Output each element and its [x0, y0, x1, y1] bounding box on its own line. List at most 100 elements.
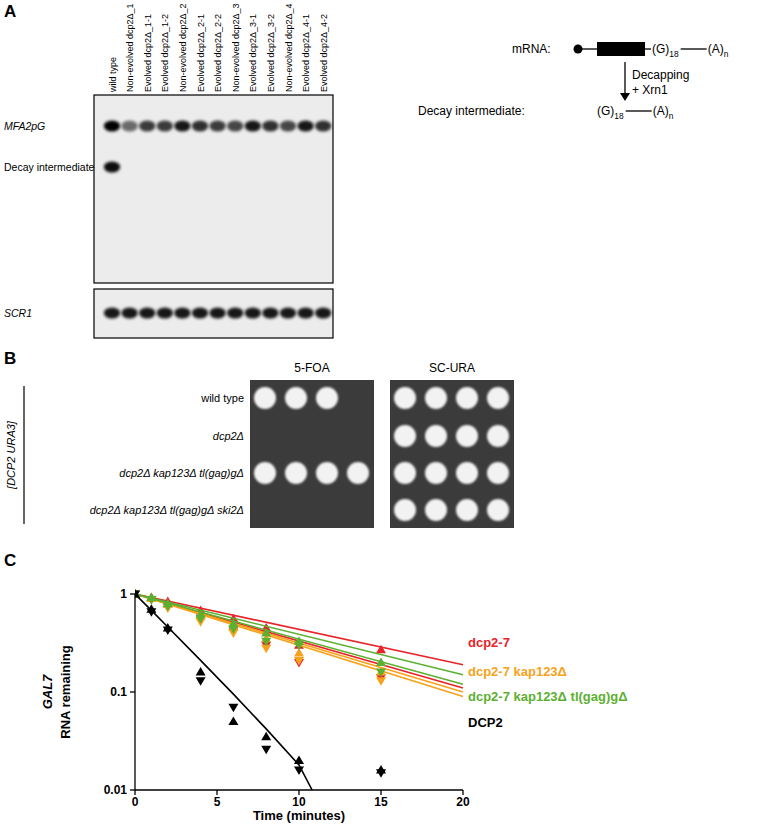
colony-spot [456, 387, 478, 409]
data-point [376, 668, 386, 677]
band [174, 121, 190, 132]
data-point [261, 628, 271, 637]
data-point [228, 625, 238, 634]
lane-label: Evolved dcp2Δ_4-1 [301, 14, 311, 92]
scheme-label: Decay intermediate: [418, 104, 525, 118]
band [139, 121, 155, 132]
data-point [294, 642, 304, 651]
data-point [135, 591, 140, 600]
label-base: (A) [653, 104, 669, 118]
fit-line [135, 594, 463, 688]
lane-label: Evolved dcp2Δ_2-2 [213, 14, 223, 92]
scheme-label: mRNA: [512, 42, 551, 56]
fit-line [135, 594, 312, 790]
data-point [294, 657, 304, 666]
y-tick-label: 1 [120, 587, 127, 601]
data-point [163, 626, 173, 635]
data-point [376, 677, 386, 686]
x-tick-label: 15 [374, 795, 388, 809]
utr [681, 48, 707, 49]
panel-label: C [4, 551, 16, 570]
band [139, 308, 155, 319]
strain-label: dcp2Δ kap123Δ tl(gag)gΔ [119, 467, 244, 479]
subscript-label: (G)18 [652, 42, 679, 59]
lane-label: Evolved dcp2Δ_2-1 [196, 14, 206, 92]
band [297, 308, 313, 319]
lane-label: Non-evolved dcp2Δ_2 [178, 3, 188, 92]
colony-spot [254, 462, 276, 484]
band [192, 121, 208, 132]
data-point [261, 746, 271, 755]
panel-label: A [4, 2, 16, 21]
colony-spot [347, 462, 369, 484]
x-tick-label: 5 [214, 795, 221, 809]
step-label: Decapping [632, 68, 689, 82]
y-tick-label: 0.1 [110, 685, 127, 699]
y-tick [130, 691, 135, 692]
band-label: Decay intermediate [4, 161, 95, 173]
band [209, 121, 225, 132]
band [227, 121, 243, 132]
lane-label: Non-evolved dcp2Δ_1 [125, 3, 135, 92]
band [104, 162, 120, 173]
data-point [196, 677, 206, 686]
plate [390, 380, 514, 528]
colony-spot [254, 387, 276, 409]
colony-spot [425, 425, 447, 447]
utr [645, 48, 651, 49]
strain-label: wild type [200, 392, 244, 404]
lane-label: Evolved dcp2Δ_3-2 [266, 14, 276, 92]
data-point [146, 608, 156, 617]
band [227, 308, 243, 319]
band [297, 121, 313, 132]
legend-label: DCP2 [468, 715, 503, 730]
band [262, 308, 278, 319]
data-point [196, 667, 206, 676]
blot [94, 289, 333, 338]
lane-label: Evolved dcp2Δ_4-2 [319, 14, 329, 92]
medium-label: 5-FOA [294, 361, 329, 375]
utr [578, 48, 597, 49]
label-subscript: n [724, 49, 729, 59]
data-point [196, 615, 206, 624]
data-point [376, 657, 386, 666]
colony-spot [487, 387, 509, 409]
colony-spot [487, 425, 509, 447]
x-axis-label: Time (minutes) [253, 808, 345, 823]
label-base: (A) [708, 42, 724, 56]
band [121, 121, 137, 132]
data-point [228, 717, 238, 726]
panel-label: B [4, 349, 16, 368]
strain-label: dcp2Δ kap123Δ tl(gag)gΔ ski2Δ [90, 504, 244, 516]
label-subscript: n [669, 111, 674, 121]
fit-line [135, 594, 463, 684]
step-label: + Xrn1 [632, 83, 668, 97]
colony-spot [394, 387, 416, 409]
x-tick-label: 0 [132, 795, 139, 809]
data-point [376, 769, 386, 778]
colony-spot [456, 499, 478, 521]
colony-spot [456, 462, 478, 484]
colony-spot [425, 387, 447, 409]
band [121, 308, 137, 319]
strain-label: dcp2Δ [213, 430, 244, 442]
fit-line [135, 594, 463, 665]
lane-label: Non-evolved dcp2Δ_3 [231, 3, 241, 92]
data-point [261, 732, 271, 741]
data-point [376, 645, 386, 654]
label-base: (G) [652, 42, 669, 56]
figure: Awild type Non-evolved dcp2Δ_1 Evolved dcp… [0, 0, 762, 824]
subscript-label: (G)18 [597, 104, 624, 121]
band [192, 308, 208, 319]
band [104, 121, 120, 132]
colony-spot [394, 462, 416, 484]
legend-label: dcp2-7 kap123Δ tl(gag)gΔ [468, 689, 628, 704]
band [174, 308, 190, 319]
colony-spot [487, 499, 509, 521]
x-tick-label: 10 [292, 795, 306, 809]
subscript-label: (A)n [653, 104, 674, 121]
blot [94, 95, 333, 283]
lane-label: Evolved dcp2Δ_1-2 [160, 14, 170, 92]
band [157, 308, 173, 319]
band [104, 308, 120, 319]
